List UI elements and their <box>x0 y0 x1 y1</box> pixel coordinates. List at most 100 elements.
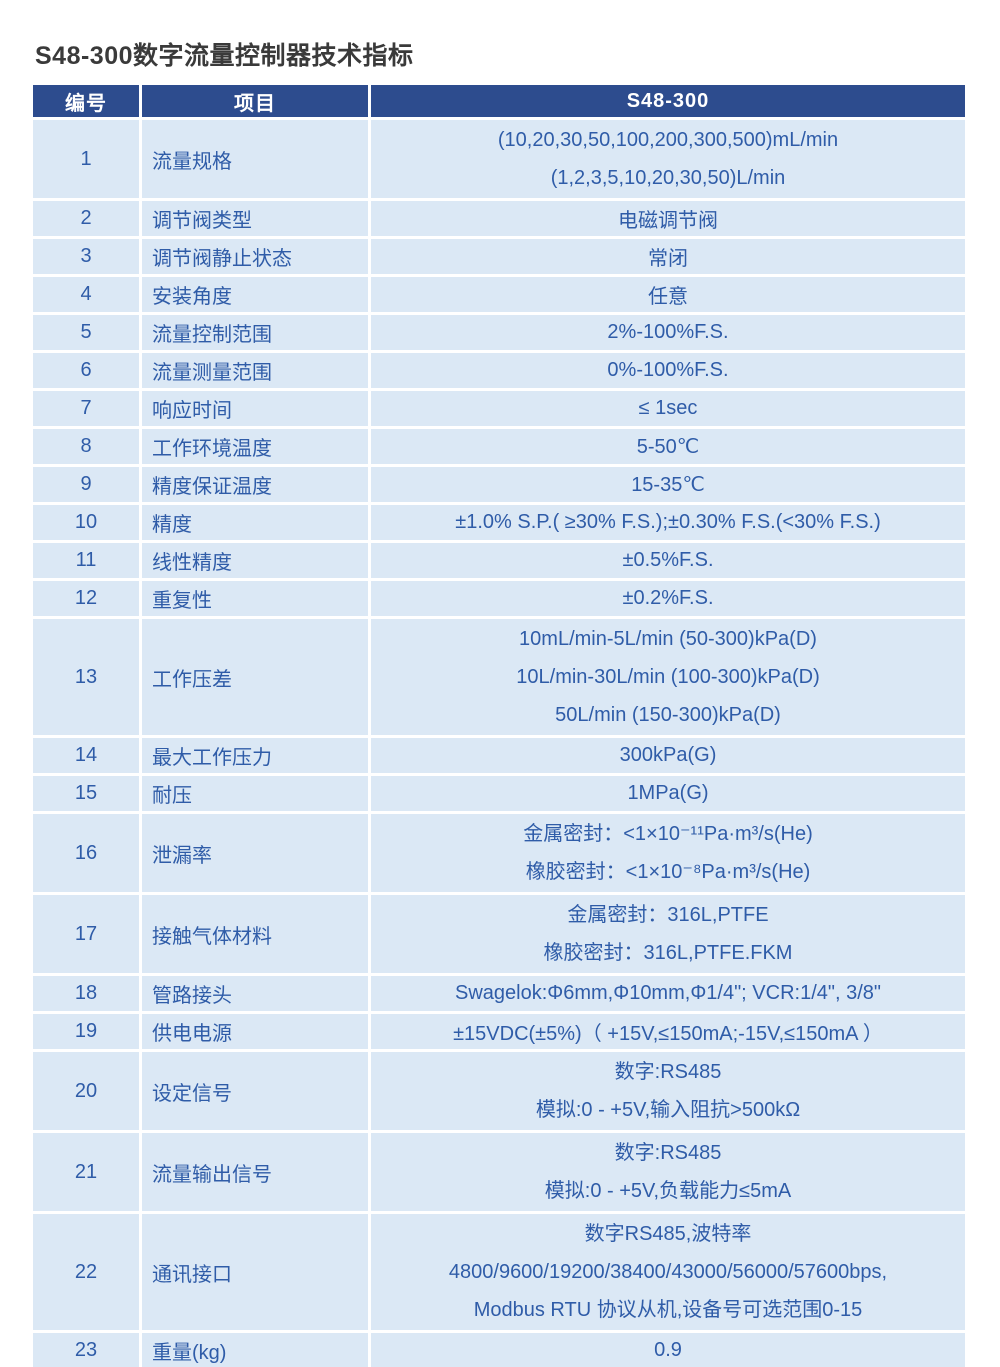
row-number: 9 <box>33 467 139 502</box>
spec-item-label: 工作压差 <box>142 619 368 735</box>
row-number: 14 <box>33 738 139 773</box>
spec-item-label: 泄漏率 <box>142 814 368 892</box>
spec-value: ±1.0% S.P.( ≥30% F.S.);±0.30% F.S.(<30% … <box>371 505 965 540</box>
spec-table: 编号 项目 S48-300 1 流量规格 (10,20,30,50,100,200,… <box>30 82 968 1367</box>
spec-value-line: ±1.0% S.P.( ≥30% F.S.);±0.30% F.S.(<30% … <box>455 511 881 533</box>
spec-value-line: ±15VDC(±5%)（ +15V,≤150mA;-15V,≤150mA ） <box>453 1023 883 1045</box>
spec-item-label: 管路接头 <box>142 976 368 1011</box>
spec-value: 0%-100%F.S. <box>371 353 965 388</box>
row-number: 3 <box>33 239 139 274</box>
spec-value-line: ≤ 1sec <box>638 397 698 419</box>
spec-value-line: ±0.2%F.S. <box>622 587 714 609</box>
table-row: 23 重量(kg) 0.9 <box>33 1333 965 1367</box>
spec-value: ≤ 1sec <box>371 391 965 426</box>
spec-value: 数字:RS485 模拟:0 - +5V,输入阻抗>500kΩ <box>371 1052 965 1130</box>
spec-item-label: 工作环境温度 <box>142 429 368 464</box>
table-row: 12 重复性 ±0.2%F.S. <box>33 581 965 616</box>
table-row: 5 流量控制范围 2%-100%F.S. <box>33 315 965 350</box>
spec-value-line: 5-50℃ <box>636 436 700 458</box>
spec-value-line: 300kPa(G) <box>619 744 717 766</box>
spec-value-line: (10,20,30,50,100,200,300,500)mL/min <box>497 129 839 151</box>
spec-value: 1MPa(G) <box>371 776 965 811</box>
spec-value: 数字:RS485 模拟:0 - +5V,负载能力≤5mA <box>371 1133 965 1211</box>
table-row: 20 设定信号 数字:RS485 模拟:0 - +5V,输入阻抗>500kΩ <box>33 1052 965 1130</box>
spec-value-line: 橡胶密封：<1×10⁻⁸Pa·m³/s(He) <box>525 861 811 883</box>
spec-value-line: 金属密封：<1×10⁻¹¹Pa·m³/s(He) <box>523 823 813 845</box>
row-number: 16 <box>33 814 139 892</box>
spec-value-line: 模拟:0 - +5V,输入阻抗>500kΩ <box>535 1099 801 1121</box>
table-row: 3 调节阀静止状态 常闭 <box>33 239 965 274</box>
row-number: 5 <box>33 315 139 350</box>
row-number: 21 <box>33 1133 139 1211</box>
spec-value: 5-50℃ <box>371 429 965 464</box>
row-number: 6 <box>33 353 139 388</box>
table-row: 16 泄漏率 金属密封：<1×10⁻¹¹Pa·m³/s(He) 橡胶密封：<1×10⁻… <box>33 814 965 892</box>
spec-value-line: (1,2,3,5,10,20,30,50)L/min <box>550 167 786 189</box>
row-number: 20 <box>33 1052 139 1130</box>
spec-item-label: 调节阀类型 <box>142 201 368 236</box>
spec-value-line: 模拟:0 - +5V,负载能力≤5mA <box>544 1180 792 1202</box>
row-number: 2 <box>33 201 139 236</box>
spec-value: ±0.5%F.S. <box>371 543 965 578</box>
spec-value-line: 50L/min (150-300)kPa(D) <box>555 704 781 726</box>
spec-item-label: 耐压 <box>142 776 368 811</box>
spec-value: 10mL/min-5L/min (50-300)kPa(D) 10L/min-30… <box>371 619 965 735</box>
table-row: 10 精度 ±1.0% S.P.( ≥30% F.S.);±0.30% F.S.(<… <box>33 505 965 540</box>
spec-value: 0.9 <box>371 1333 965 1367</box>
spec-value-line: 电磁调节阀 <box>618 210 718 232</box>
spec-value: 任意 <box>371 277 965 312</box>
row-number: 23 <box>33 1333 139 1367</box>
spec-value-line: 常闭 <box>648 248 688 270</box>
spec-item-label: 重量(kg) <box>142 1333 368 1367</box>
spec-value: Swagelok:Φ6mm,Φ10mm,Φ1/4"; VCR:1/4", 3/8… <box>371 976 965 1011</box>
spec-item-label: 线性精度 <box>142 543 368 578</box>
spec-value: ±15VDC(±5%)（ +15V,≤150mA;-15V,≤150mA ） <box>371 1014 965 1049</box>
row-number: 7 <box>33 391 139 426</box>
spec-value-line: 任意 <box>648 286 688 308</box>
table-row: 19 供电电源 ±15VDC(±5%)（ +15V,≤150mA;-15V,≤150… <box>33 1014 965 1049</box>
spec-value: 常闭 <box>371 239 965 274</box>
table-row: 2 调节阀类型 电磁调节阀 <box>33 201 965 236</box>
spec-item-label: 流量测量范围 <box>142 353 368 388</box>
table-row: 1 流量规格 (10,20,30,50,100,200,300,500)mL/min… <box>33 120 965 198</box>
page-title: S48-300数字流量控制器技术指标 <box>35 42 414 70</box>
spec-value-line: 10mL/min-5L/min (50-300)kPa(D) <box>519 628 817 650</box>
spec-value-line: 0%-100%F.S. <box>607 359 729 381</box>
column-header-model: S48-300 <box>371 85 965 117</box>
spec-value-line: 4800/9600/19200/38400/43000/56000/57600b… <box>448 1261 888 1283</box>
spec-value: 2%-100%F.S. <box>371 315 965 350</box>
table-header-row: 编号 项目 S48-300 <box>33 85 965 117</box>
row-number: 22 <box>33 1214 139 1330</box>
spec-value: 金属密封：316L,PTFE 橡胶密封：316L,PTFE.FKM <box>371 895 965 973</box>
spec-value-line: Swagelok:Φ6mm,Φ10mm,Φ1/4"; VCR:1/4", 3/8… <box>455 982 881 1004</box>
spec-value-line: 数字RS485,波特率 <box>584 1223 752 1245</box>
spec-value-line: 数字:RS485 <box>614 1061 722 1083</box>
spec-value-line: 1MPa(G) <box>627 782 709 804</box>
spec-item-label: 调节阀静止状态 <box>142 239 368 274</box>
table-row: 4 安装角度 任意 <box>33 277 965 312</box>
spec-value: (10,20,30,50,100,200,300,500)mL/min (1,2,… <box>371 120 965 198</box>
table-row: 22 通讯接口 数字RS485,波特率 4800/9600/19200/38400/4… <box>33 1214 965 1330</box>
table-row: 15 耐压 1MPa(G) <box>33 776 965 811</box>
spec-item-label: 最大工作压力 <box>142 738 368 773</box>
spec-value: 300kPa(G) <box>371 738 965 773</box>
row-number: 17 <box>33 895 139 973</box>
row-number: 15 <box>33 776 139 811</box>
spec-item-label: 精度 <box>142 505 368 540</box>
row-number: 8 <box>33 429 139 464</box>
spec-value-line: 0.9 <box>654 1339 682 1361</box>
spec-item-label: 流量规格 <box>142 120 368 198</box>
spec-value-line: 数字:RS485 <box>614 1142 722 1164</box>
spec-item-label: 通讯接口 <box>142 1214 368 1330</box>
spec-value: 电磁调节阀 <box>371 201 965 236</box>
row-number: 10 <box>33 505 139 540</box>
spec-item-label: 重复性 <box>142 581 368 616</box>
row-number: 13 <box>33 619 139 735</box>
spec-item-label: 流量控制范围 <box>142 315 368 350</box>
row-number: 18 <box>33 976 139 1011</box>
spec-value: 15-35℃ <box>371 467 965 502</box>
column-header-item: 项目 <box>142 85 368 117</box>
table-row: 18 管路接头 Swagelok:Φ6mm,Φ10mm,Φ1/4"; VCR:1/4… <box>33 976 965 1011</box>
spec-item-label: 接触气体材料 <box>142 895 368 973</box>
